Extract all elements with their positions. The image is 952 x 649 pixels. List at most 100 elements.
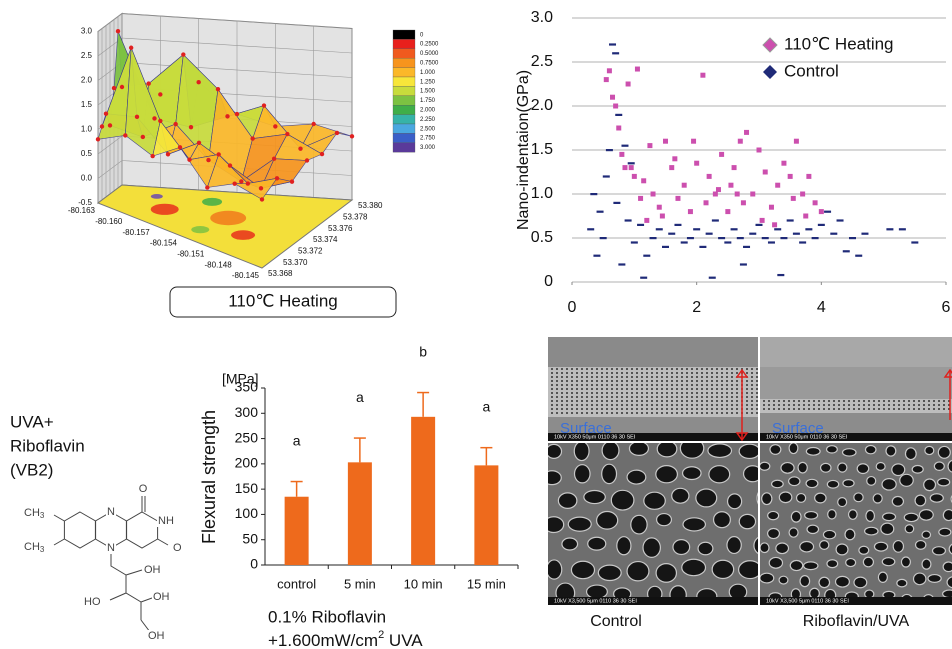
pore	[936, 477, 951, 487]
pore	[726, 408, 728, 410]
pore	[721, 408, 723, 410]
pore	[666, 388, 668, 390]
pore	[571, 392, 573, 394]
pore	[788, 408, 790, 410]
pore	[708, 465, 731, 484]
pore	[898, 404, 900, 406]
pore	[616, 536, 632, 556]
pore	[838, 400, 840, 402]
surface-point	[215, 87, 221, 92]
caption: 110℃ Heating	[228, 291, 338, 310]
pore	[828, 400, 830, 402]
pore	[641, 388, 643, 390]
pore	[626, 469, 647, 485]
point	[761, 237, 769, 240]
pore	[561, 392, 563, 394]
surface-point	[103, 111, 109, 116]
y-tick-label: 0.5	[531, 229, 553, 246]
pore	[655, 563, 678, 583]
pore	[651, 400, 653, 402]
pore	[556, 380, 558, 382]
pore	[676, 408, 678, 410]
legend-label: 110℃ Heating	[784, 34, 894, 53]
x-tick-label: 6	[942, 299, 951, 316]
pore	[696, 380, 698, 382]
pore	[646, 404, 648, 406]
pore	[611, 408, 613, 410]
pore	[778, 400, 780, 402]
point	[624, 219, 632, 222]
pore	[641, 396, 643, 398]
pore	[661, 396, 663, 398]
pore	[611, 404, 613, 406]
point	[781, 160, 787, 166]
pore	[838, 408, 840, 410]
sem-info: 10kV X350 50μm 0110 36 30 SEI	[554, 434, 636, 440]
point	[630, 241, 638, 244]
surface-point	[115, 29, 121, 34]
pore	[866, 475, 877, 486]
pore	[721, 368, 723, 370]
pore	[576, 384, 578, 386]
pore	[566, 380, 568, 382]
significance-label: a	[293, 432, 301, 448]
pore	[591, 408, 593, 410]
sem-info: 10kV X350 50μm 0110 36 30 SEI	[766, 434, 848, 440]
pore	[581, 368, 583, 370]
pore	[778, 408, 780, 410]
colorbar-swatch	[392, 95, 416, 106]
pore	[646, 376, 648, 378]
y-tick-label: 150	[235, 480, 259, 496]
pore	[666, 404, 668, 406]
surface-point	[349, 134, 355, 139]
pore	[621, 384, 623, 386]
pore	[571, 400, 573, 402]
pore	[903, 512, 919, 523]
pore	[666, 372, 668, 374]
pore	[656, 376, 658, 378]
pore	[556, 388, 558, 390]
pore	[711, 368, 713, 370]
point	[790, 195, 796, 201]
sem-info: 10kV X3,500 5μm 0110 36 30 SEI	[766, 598, 849, 604]
pore	[760, 572, 775, 584]
pore	[681, 466, 702, 481]
surface-point	[158, 118, 163, 124]
pore	[691, 372, 693, 374]
floor-contour	[231, 230, 256, 240]
y-axis-unit: [MPa]	[222, 371, 259, 387]
surface-point	[196, 140, 202, 145]
pore	[651, 388, 653, 390]
pore	[731, 380, 733, 382]
pore	[937, 445, 951, 459]
point	[780, 237, 788, 240]
pore	[630, 514, 648, 535]
pore	[631, 400, 633, 402]
pore	[841, 448, 857, 457]
pore	[656, 372, 658, 374]
pore	[583, 489, 606, 505]
pore	[751, 412, 753, 414]
pore	[681, 404, 683, 406]
pore	[863, 526, 879, 536]
pore	[881, 557, 896, 567]
note-text: +1.600mW/cm	[268, 631, 378, 649]
pore	[557, 492, 578, 509]
pore	[701, 376, 703, 378]
pore	[631, 412, 633, 414]
pore	[636, 384, 638, 386]
pore	[914, 494, 927, 507]
pore	[819, 462, 832, 473]
pore	[726, 396, 728, 398]
pore	[826, 559, 839, 569]
pore	[656, 380, 658, 382]
pore	[912, 572, 927, 586]
pore	[756, 380, 758, 382]
point	[606, 68, 612, 74]
point	[718, 237, 726, 240]
point	[830, 232, 838, 235]
arrow-head	[943, 368, 952, 378]
pore	[636, 368, 638, 370]
pore	[778, 404, 780, 406]
